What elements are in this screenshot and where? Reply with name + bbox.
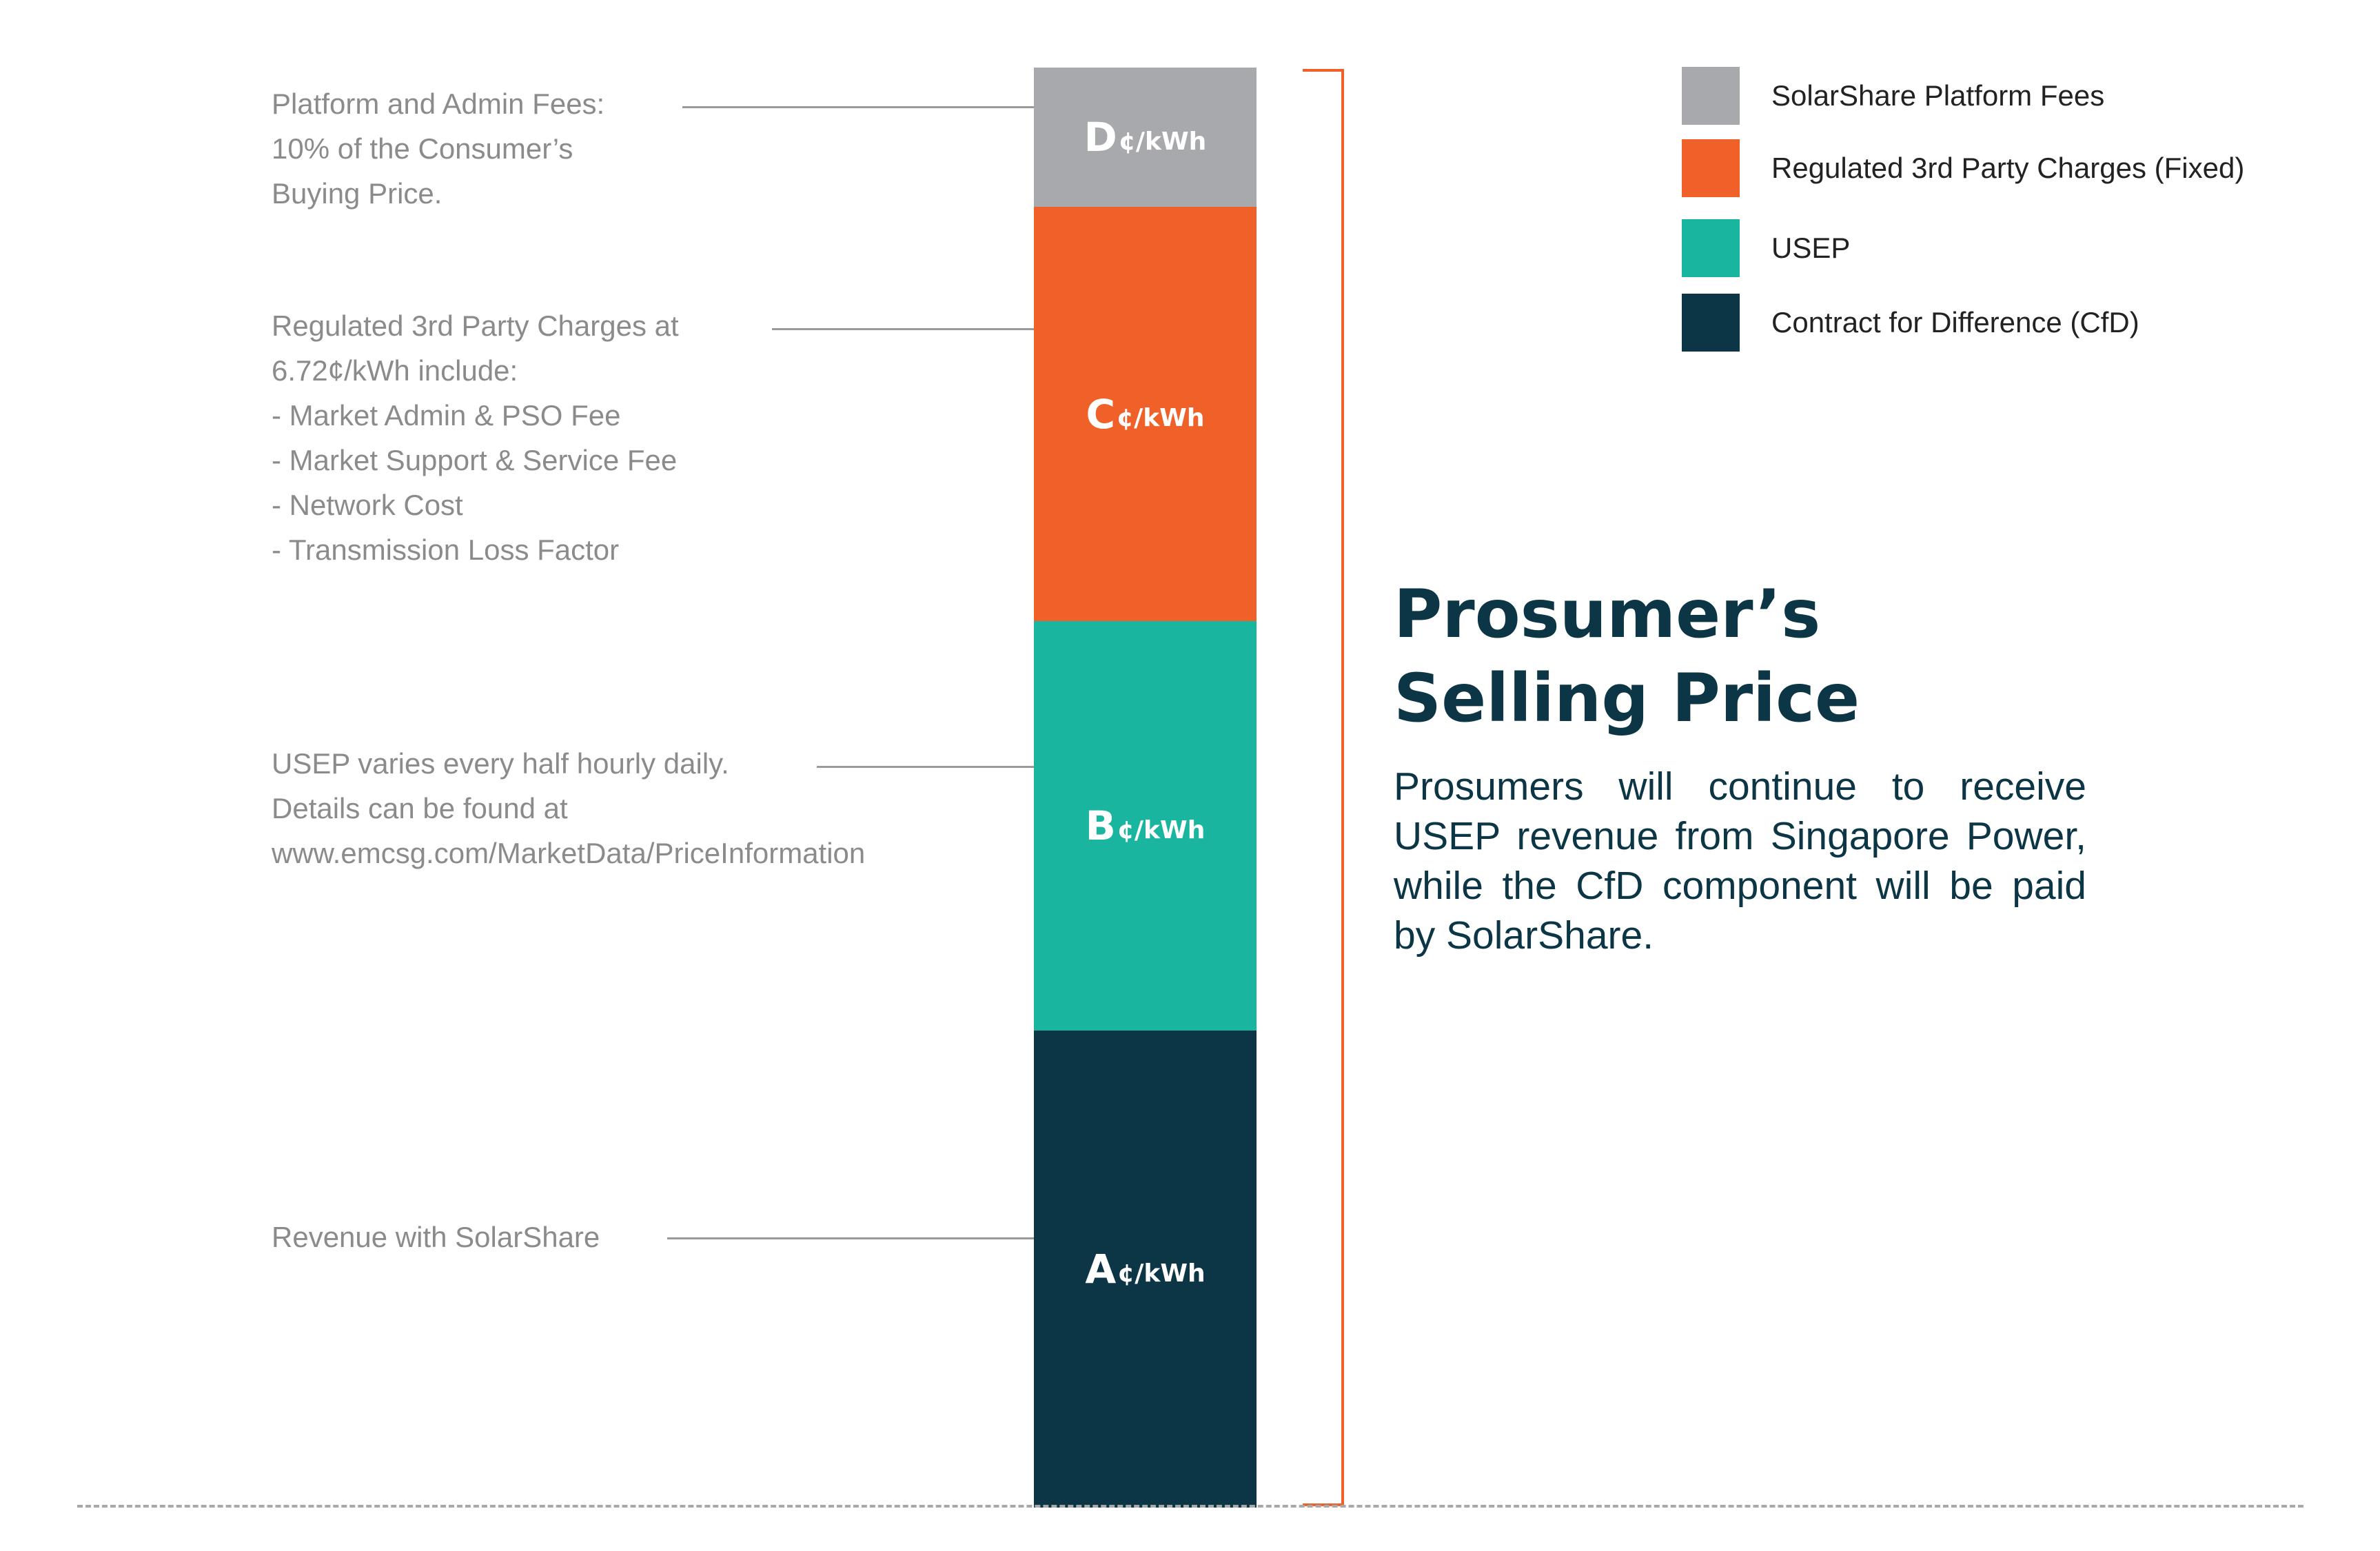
annotation-line: Regulated 3rd Party Charges at [272, 310, 679, 342]
annotation-line: Revenue with SolarShare [272, 1221, 600, 1253]
bar-segment-regulated-charges: C ¢/kWh [1034, 207, 1257, 621]
bar-segment-cfd: A ¢/kWh [1034, 1031, 1257, 1508]
segment-letter: C [1086, 390, 1116, 438]
annotation-platform-fees: Platform and Admin Fees: 10% of the Cons… [272, 81, 604, 216]
segment-letter: B [1085, 802, 1116, 849]
annotation-line: USEP varies every half hourly daily. [272, 747, 729, 780]
description-text: Prosumers will continue to receive USEP … [1394, 764, 2086, 957]
annotation-line: 10% of the Consumer’s [272, 132, 573, 165]
annotation-line: - Market Admin & PSO Fee [272, 399, 621, 432]
segment-unit: ¢/kWh [1118, 127, 1207, 156]
legend-swatch [1682, 139, 1740, 197]
annotation-line: - Network Cost [272, 489, 463, 521]
legend-label: USEP [1771, 232, 1851, 264]
annotation-line: - Market Support & Service Fee [272, 444, 678, 476]
heading-line-2: Selling Price [1394, 660, 1860, 737]
bar-segment-usep: B ¢/kWh [1034, 621, 1257, 1031]
annotation-regulated-charges: Regulated 3rd Party Charges at 6.72¢/kWh… [272, 303, 679, 572]
legend-item-platform-fees: SolarShare Platform Fees [1682, 67, 2104, 125]
leader-line-regulated [772, 328, 1034, 330]
section-heading: Prosumer’s Selling Price [1394, 572, 1860, 740]
dashed-baseline [77, 1505, 2303, 1508]
segment-letter: A [1085, 1246, 1117, 1292]
annotation-line: www.emcsg.com/MarketData/PriceInformatio… [272, 837, 866, 869]
annotation-line: Platform and Admin Fees: [272, 88, 605, 120]
bar-segment-platform-fees: D ¢/kWh [1034, 68, 1257, 207]
annotation-revenue: Revenue with SolarShare [272, 1215, 600, 1259]
legend-swatch [1682, 219, 1740, 277]
segment-letter: D [1084, 114, 1117, 161]
leader-line-platform [682, 106, 1034, 108]
annotation-line: Details can be found at [272, 792, 568, 824]
annotation-usep: USEP varies every half hourly daily. Det… [272, 741, 865, 875]
segment-unit: ¢/kWh [1117, 815, 1206, 844]
selling-price-bracket [1303, 69, 1344, 1506]
legend-label: Contract for Difference (CfD) [1771, 306, 2139, 338]
heading-line-1: Prosumer’s [1394, 576, 1821, 653]
legend-swatch [1682, 67, 1740, 125]
legend-item-cfd: Contract for Difference (CfD) [1682, 294, 2139, 352]
annotation-line: Buying Price. [272, 177, 443, 210]
segment-unit: ¢/kWh [1117, 404, 1205, 432]
leader-line-usep [817, 766, 1034, 768]
annotation-line: 6.72¢/kWh include: [272, 354, 518, 387]
annotation-line: - Transmission Loss Factor [272, 534, 620, 566]
legend-swatch [1682, 294, 1740, 352]
legend-item-usep: USEP [1682, 219, 1850, 277]
leader-line-revenue [667, 1237, 1034, 1239]
legend-label: SolarShare Platform Fees [1771, 79, 2105, 112]
legend-label: Regulated 3rd Party Charges (Fixed) [1771, 152, 2245, 184]
segment-unit: ¢/kWh [1117, 1259, 1206, 1288]
legend-item-regulated-charges: Regulated 3rd Party Charges (Fixed) [1682, 139, 2244, 197]
